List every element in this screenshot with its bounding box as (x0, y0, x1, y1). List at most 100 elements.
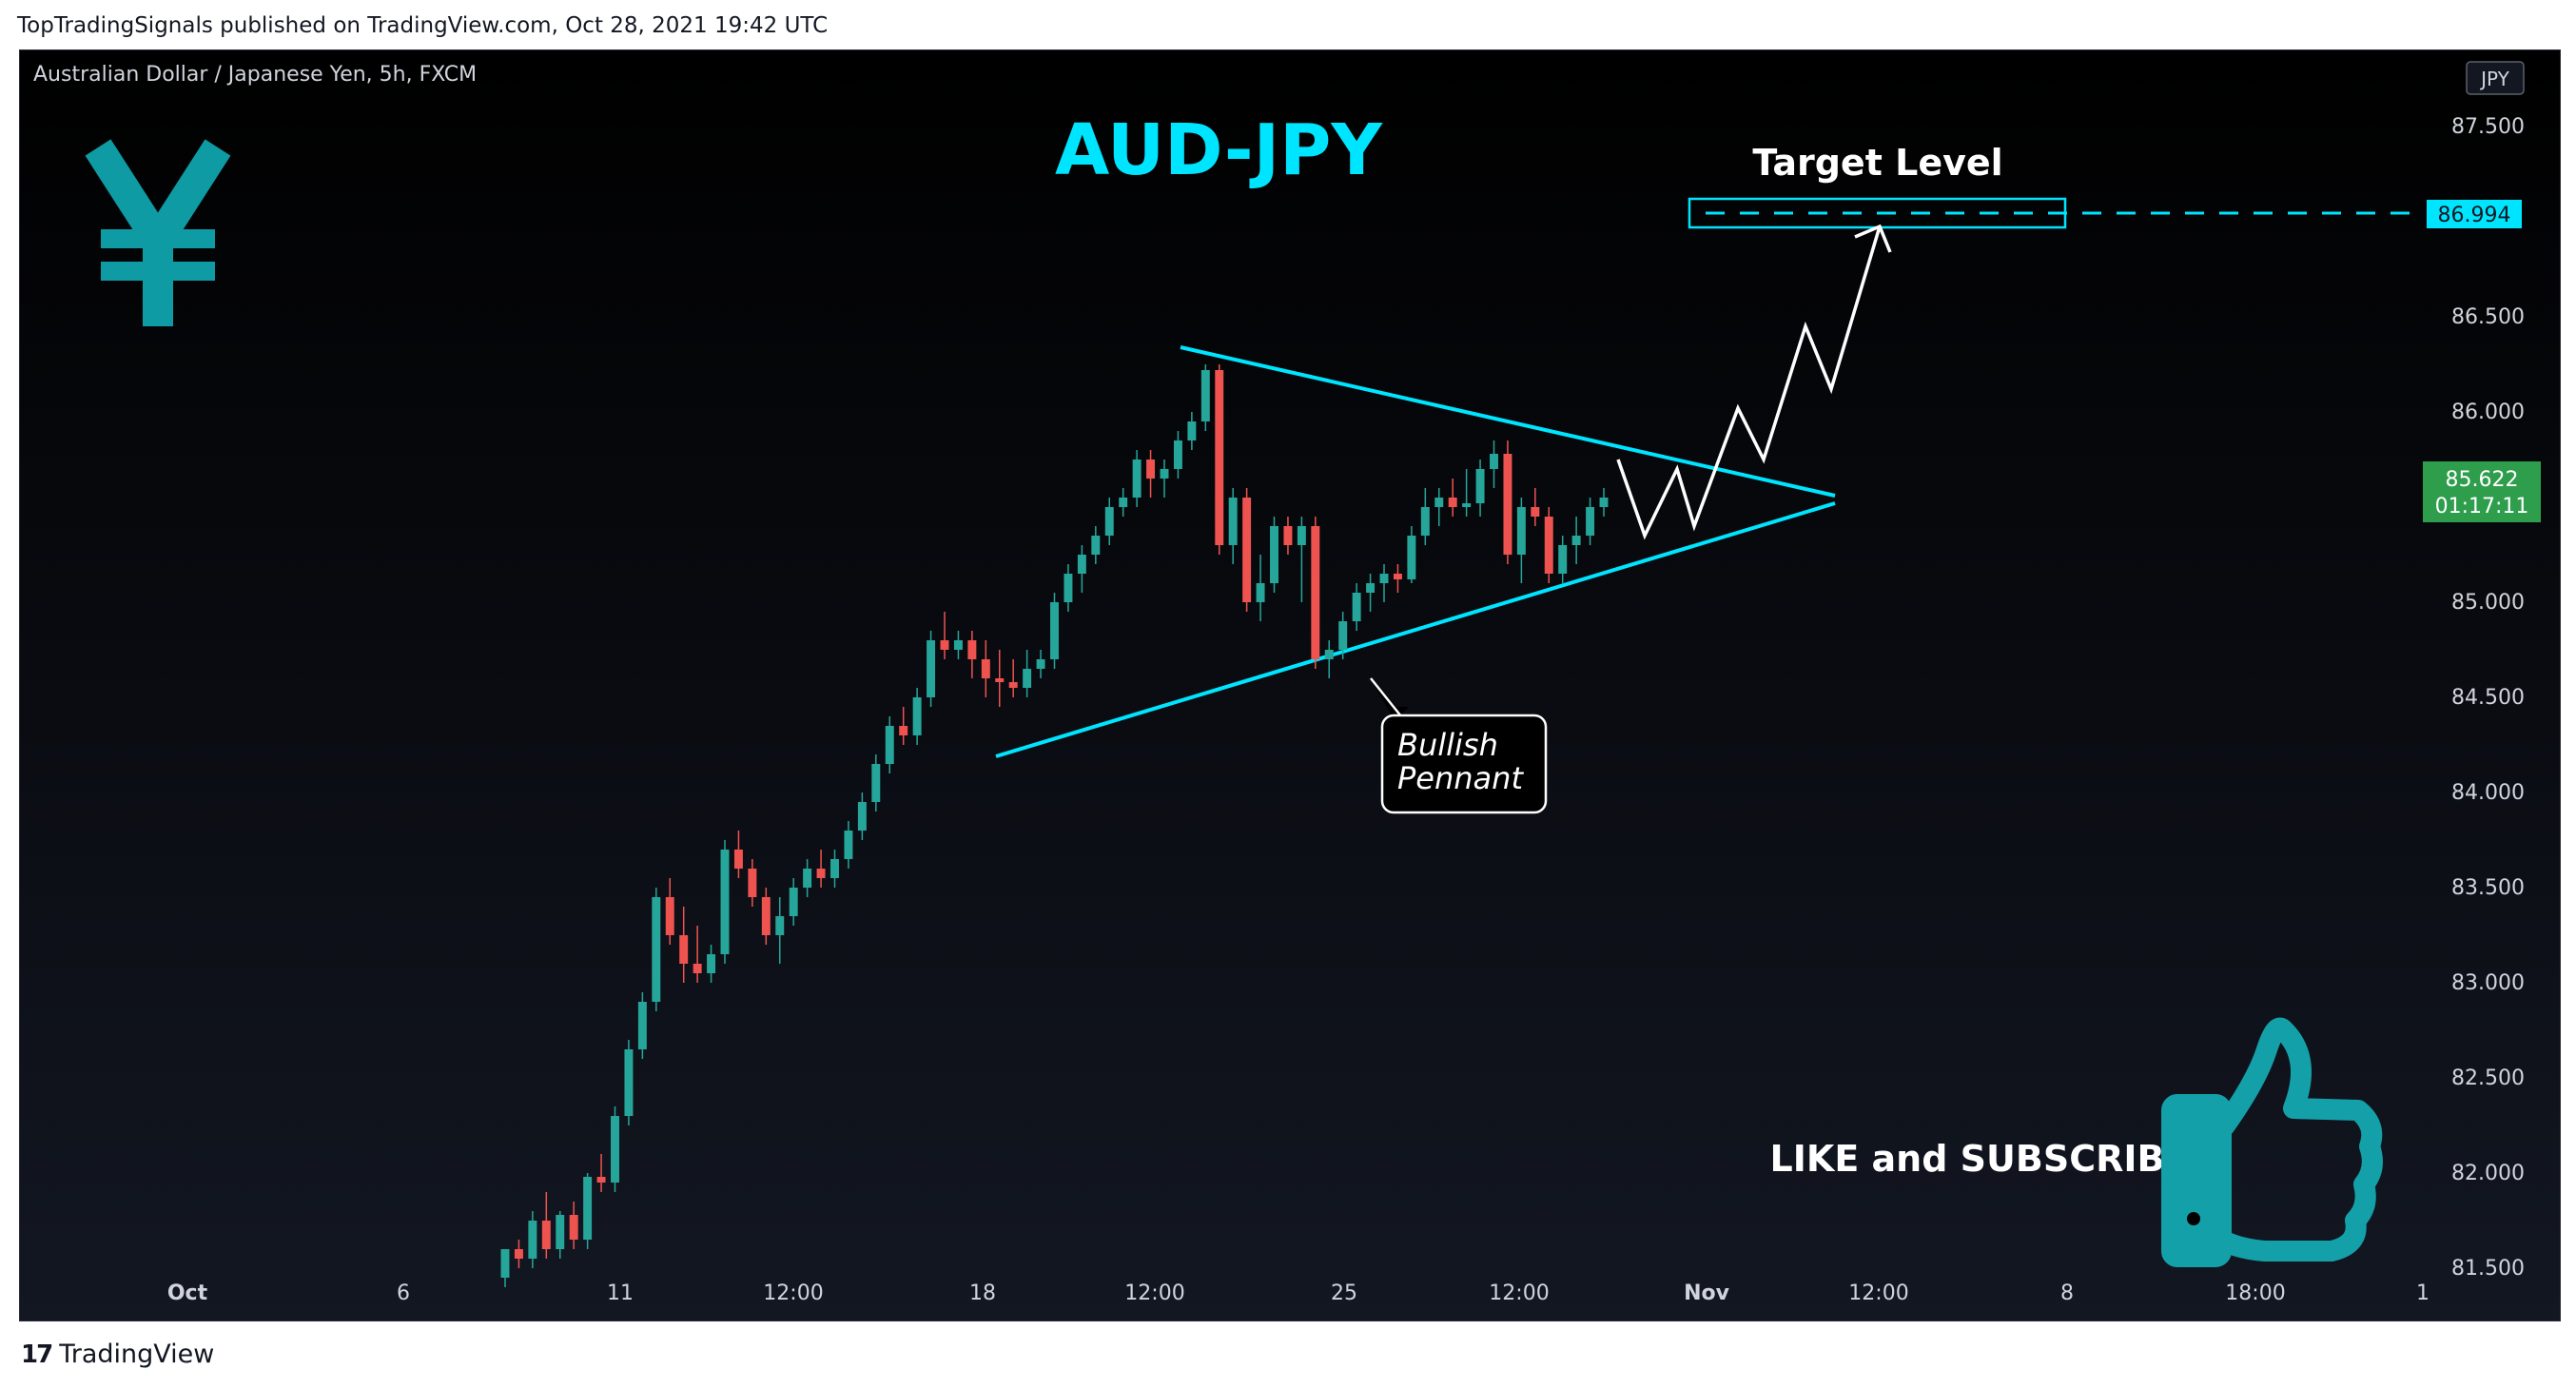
time-tick-label: 12:00 (1848, 1281, 1908, 1305)
candle-body (1462, 503, 1472, 507)
candle-body (1036, 659, 1045, 669)
price-tick-label: 84.000 (2451, 781, 2525, 805)
candle (569, 1202, 578, 1249)
chart-canvas[interactable]: Australian Dollar / Japanese Yen, 5h, FX… (20, 50, 2560, 1321)
candle-body (1531, 507, 1540, 517)
candle (1558, 536, 1568, 583)
candle-body (1173, 440, 1182, 469)
candle-body (995, 678, 1005, 682)
candle (1132, 450, 1142, 507)
candle (995, 650, 1005, 707)
price-scale[interactable]: 87.500 86.500 86.000 85.000 84.500 84.000 83.5… (2451, 115, 2525, 1281)
cta-label: LIKE and SUBSCRIBE (1770, 1138, 2190, 1180)
pennant-upper-line (1180, 345, 1836, 498)
candle-body (1242, 498, 1252, 602)
candle (816, 850, 826, 888)
candle-body (1475, 469, 1485, 503)
candle-body (816, 869, 826, 878)
candle-body (885, 726, 894, 764)
candle (1283, 517, 1293, 555)
candle-body (1132, 460, 1142, 498)
time-tick-label: 18 (969, 1281, 996, 1305)
candle (556, 1211, 565, 1259)
candle (761, 888, 771, 945)
candle (1297, 517, 1306, 602)
candle-body (733, 850, 743, 869)
candle-body (637, 1002, 647, 1049)
candle-body (1338, 621, 1348, 650)
candle-body (624, 1049, 634, 1116)
candle (611, 1106, 619, 1192)
yen-icon (85, 139, 231, 326)
candle (1352, 583, 1361, 631)
projection-path (1616, 224, 1892, 540)
candle (857, 792, 867, 840)
price-tick-label: 81.500 (2451, 1257, 2525, 1281)
last-price-value: 85.622 (2446, 468, 2519, 492)
candle-body (940, 640, 949, 650)
candle (1599, 488, 1609, 517)
time-tick-label: Nov (1684, 1281, 1730, 1305)
thumbs-up-icon[interactable] (2161, 1017, 2383, 1267)
target-price-value: 86.994 (2438, 204, 2511, 227)
candle (596, 1154, 606, 1192)
pennant-lower-line (995, 501, 1836, 758)
candle (1036, 650, 1045, 678)
candle-body (1187, 421, 1197, 440)
candle-body (1311, 526, 1320, 659)
candle (1366, 574, 1376, 612)
candle-body (1064, 574, 1073, 602)
footer-brand[interactable]: 17 TradingView (21, 1340, 214, 1369)
candle-body (871, 764, 881, 802)
candle (1516, 498, 1526, 583)
pattern-label-line2: Pennant (1397, 760, 1524, 796)
time-tick-label: 18:00 (2225, 1281, 2285, 1305)
candle-body (1379, 574, 1389, 583)
candle (967, 631, 977, 678)
candle-body (1200, 370, 1210, 421)
candle (1393, 564, 1402, 593)
candle (1490, 440, 1498, 488)
candle-body (844, 831, 853, 859)
candle-body (967, 640, 977, 659)
candle-body (1586, 507, 1595, 536)
candle (803, 859, 812, 897)
candle (1023, 650, 1032, 697)
candle (1008, 659, 1018, 697)
time-tick-label: 12:00 (763, 1281, 823, 1305)
candle-body (1503, 454, 1512, 555)
candle-body (1215, 370, 1224, 545)
candle-body (556, 1215, 565, 1249)
candle-body (1490, 454, 1498, 469)
candle-body (1393, 574, 1402, 579)
price-tick-label: 83.000 (2451, 971, 2525, 995)
chart-title: AUD-JPY (1055, 109, 1383, 191)
candle-body (693, 964, 702, 973)
candle-body (761, 897, 771, 935)
candle (981, 640, 990, 697)
candle (1146, 450, 1156, 498)
candle-body (1008, 682, 1018, 688)
candle (528, 1211, 537, 1268)
candle-body (596, 1177, 606, 1183)
candle (899, 707, 908, 745)
candle-body (1324, 650, 1334, 659)
candle (733, 831, 743, 878)
time-scale[interactable]: Oct 6 11 12:00 18 12:00 25 12:00 Nov 12:00 8 18:00 1 (167, 1281, 2430, 1305)
candle (1228, 488, 1238, 564)
candle-body (1228, 498, 1238, 545)
price-tick-label: 85.000 (2451, 591, 2525, 615)
candle (871, 754, 881, 812)
candle (541, 1192, 551, 1259)
chart-panel[interactable]: Australian Dollar / Japanese Yen, 5h, FX… (19, 49, 2561, 1321)
candle (1531, 488, 1540, 526)
candle-body (500, 1249, 510, 1278)
tradingview-logo-icon: 17 (21, 1340, 53, 1369)
candle-body (1407, 536, 1416, 579)
candle-body (1544, 517, 1553, 574)
candle-body (748, 869, 757, 897)
candle-body (1283, 526, 1293, 545)
currency-badge[interactable]: JPY (2466, 61, 2525, 95)
candle (1160, 460, 1169, 498)
candle-body (789, 888, 798, 916)
